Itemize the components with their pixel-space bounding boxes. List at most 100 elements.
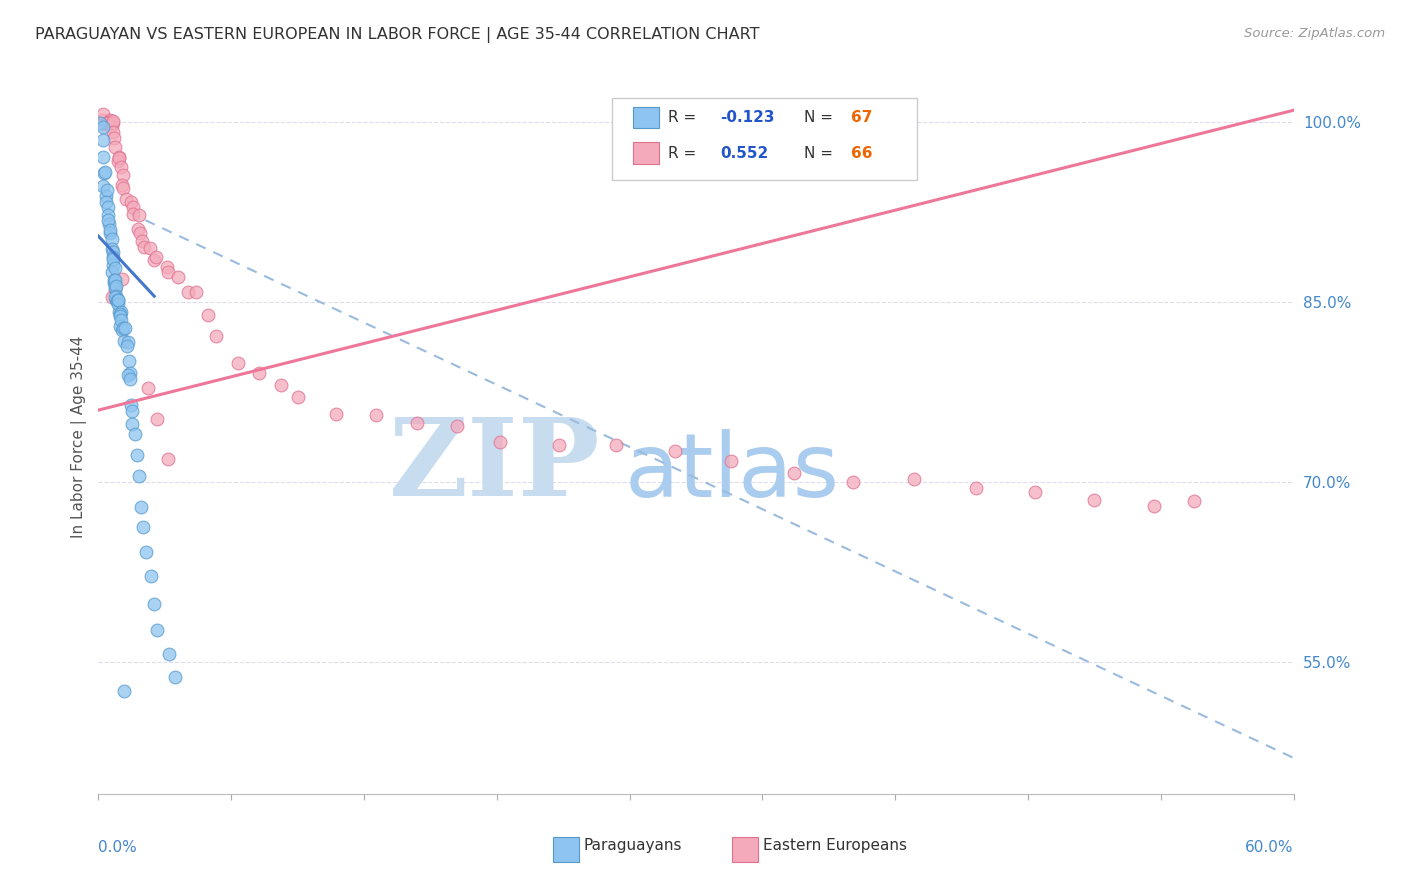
Point [129,227,152,241]
Point [103,252,125,266]
Point [90,112,112,127]
Point [131,234,153,248]
Point [97,208,120,222]
Text: 0.0%: 0.0% [98,840,138,855]
Point [104,283,127,297]
Point [111,168,134,182]
Point [94,165,117,179]
Point [101,114,124,128]
Point [548,438,571,452]
Point [110,178,132,192]
Point [89,116,111,130]
Point [287,390,309,404]
Point [94,194,117,209]
Point [105,279,128,293]
Point [121,404,143,418]
Point [128,469,150,483]
Text: R =: R = [668,145,702,161]
Point [406,416,429,430]
Point [124,426,146,441]
Text: ZIP: ZIP [389,413,600,518]
Point [176,285,198,299]
Text: -0.123: -0.123 [720,110,775,125]
Point [115,339,138,353]
Point [107,293,129,307]
Point [135,545,157,559]
Point [111,181,134,195]
Point [1024,484,1046,499]
Point [167,270,190,285]
Point [112,334,135,348]
Point [111,322,134,336]
Point [93,150,115,164]
Point [1083,492,1105,507]
Point [111,320,134,334]
Point [783,466,806,480]
Point [107,153,129,168]
Point [108,318,131,333]
Point [117,368,139,383]
Point [664,444,686,458]
Text: R =: R = [668,110,702,125]
Point [117,335,139,350]
Text: 66: 66 [852,145,873,161]
Point [112,683,135,698]
Point [122,206,145,220]
Point [156,260,179,274]
Bar [733,837,758,862]
Point [118,354,141,368]
Point [146,411,169,425]
Point [103,276,125,290]
Point [98,115,121,129]
Point [1182,494,1205,508]
Point [104,290,127,304]
Point [107,297,129,311]
Point [110,305,132,319]
Bar [553,837,579,862]
Point [104,281,127,295]
Point [125,449,148,463]
Point [103,125,125,139]
Point [97,212,120,227]
Point [91,107,114,121]
Point [139,569,162,583]
Point [105,294,128,309]
Point [128,208,150,222]
Point [108,150,131,164]
Point [100,243,122,257]
Point [118,372,141,386]
Point [107,152,129,166]
Point [97,200,120,214]
Point [110,160,132,174]
Point [132,520,155,534]
Point [129,500,152,514]
Point [114,320,136,334]
Point [91,120,114,134]
Point [184,285,207,300]
Point [142,252,165,267]
Text: Source: ZipAtlas.com: Source: ZipAtlas.com [1244,27,1385,40]
Point [156,452,179,467]
Point [98,217,121,231]
Bar [633,107,659,128]
Point [101,250,124,264]
Point [97,116,120,130]
Point [110,309,132,323]
Point [270,378,292,392]
Point [903,472,925,486]
Point [122,200,145,214]
Point [156,265,179,279]
Text: PARAGUAYAN VS EASTERN EUROPEAN IN LABOR FORCE | AGE 35-44 CORRELATION CHART: PARAGUAYAN VS EASTERN EUROPEAN IN LABOR … [35,27,759,43]
Point [145,251,167,265]
Point [91,117,114,131]
Point [157,647,180,661]
Point [104,260,127,275]
Text: Eastern Europeans: Eastern Europeans [763,838,907,853]
Point [366,408,388,422]
Point [101,115,124,129]
Point [146,623,169,637]
Point [118,366,141,380]
Point [965,481,987,495]
Text: 60.0%: 60.0% [1246,840,1294,855]
Point [105,293,128,307]
